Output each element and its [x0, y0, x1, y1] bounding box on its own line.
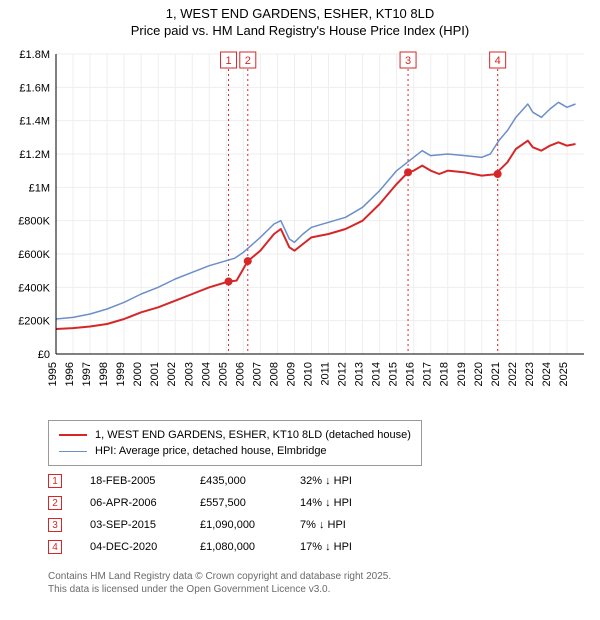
- event-date: 04-DEC-2020: [90, 541, 200, 553]
- svg-text:2016: 2016: [405, 362, 417, 386]
- svg-text:2001: 2001: [149, 362, 161, 386]
- event-row: 3 03-SEP-2015£1,090,0007% ↓ HPI: [48, 514, 400, 536]
- svg-text:2009: 2009: [285, 362, 297, 386]
- legend-label: 1, WEST END GARDENS, ESHER, KT10 8LD (de…: [95, 429, 411, 441]
- event-row: 2 06-APR-2006£557,50014% ↓ HPI: [48, 492, 400, 514]
- events-table: 1 18-FEB-2005£435,00032% ↓ HPI 2 06-APR-200…: [48, 470, 400, 558]
- event-marker: 3: [48, 518, 62, 532]
- legend: 1, WEST END GARDENS, ESHER, KT10 8LD (de…: [48, 420, 422, 466]
- svg-text:2002: 2002: [166, 362, 178, 386]
- svg-text:2024: 2024: [541, 362, 553, 386]
- svg-text:2025: 2025: [558, 362, 570, 386]
- svg-text:2008: 2008: [268, 362, 280, 386]
- svg-text:2023: 2023: [524, 362, 536, 386]
- legend-row: HPI: Average price, detached house, Elmb…: [59, 443, 411, 459]
- title-line2: Price paid vs. HM Land Registry's House …: [0, 23, 600, 38]
- svg-text:£800K: £800K: [18, 216, 50, 228]
- event-price: £1,080,000: [200, 541, 300, 553]
- event-marker: 1: [48, 474, 62, 488]
- chart-container: 1, WEST END GARDENS, ESHER, KT10 8LD Pri…: [0, 0, 600, 620]
- svg-text:2015: 2015: [388, 362, 400, 386]
- footer-line1: Contains HM Land Registry data © Crown c…: [48, 570, 391, 583]
- svg-text:2022: 2022: [507, 362, 519, 386]
- svg-text:2: 2: [245, 55, 251, 67]
- footer-text: Contains HM Land Registry data © Crown c…: [48, 570, 391, 596]
- svg-text:3: 3: [405, 55, 411, 67]
- svg-text:2011: 2011: [320, 362, 332, 386]
- event-hpi: 32% ↓ HPI: [300, 475, 400, 487]
- title-line1: 1, WEST END GARDENS, ESHER, KT10 8LD: [0, 6, 600, 21]
- legend-swatch: [59, 434, 87, 436]
- svg-text:2019: 2019: [456, 362, 468, 386]
- svg-text:2003: 2003: [183, 362, 195, 386]
- event-marker: 2: [48, 496, 62, 510]
- event-row: 1 18-FEB-2005£435,00032% ↓ HPI: [48, 470, 400, 492]
- event-price: £435,000: [200, 475, 300, 487]
- footer-line2: This data is licensed under the Open Gov…: [48, 583, 391, 596]
- event-price: £557,500: [200, 497, 300, 509]
- svg-text:£1.8M: £1.8M: [19, 49, 50, 61]
- svg-text:2017: 2017: [422, 362, 434, 386]
- svg-text:1998: 1998: [98, 362, 110, 386]
- svg-text:£1.4M: £1.4M: [19, 116, 50, 128]
- svg-text:2012: 2012: [337, 362, 349, 386]
- event-date: 03-SEP-2015: [90, 519, 200, 531]
- svg-text:£1.2M: £1.2M: [19, 149, 50, 161]
- event-price: £1,090,000: [200, 519, 300, 531]
- svg-text:£600K: £600K: [18, 249, 50, 261]
- title-block: 1, WEST END GARDENS, ESHER, KT10 8LD Pri…: [0, 0, 600, 38]
- svg-text:£400K: £400K: [18, 282, 50, 294]
- svg-text:2010: 2010: [302, 362, 314, 386]
- svg-text:2005: 2005: [217, 362, 229, 386]
- event-row: 4 04-DEC-2020£1,080,00017% ↓ HPI: [48, 536, 400, 558]
- svg-text:1: 1: [225, 55, 231, 67]
- svg-text:£200K: £200K: [18, 316, 50, 328]
- line-chart: £0 £200K £400K £600K £800K £1M £1.2M £1.4M £1.6M…: [8, 44, 592, 414]
- event-hpi: 17% ↓ HPI: [300, 541, 400, 553]
- svg-text:1995: 1995: [47, 362, 59, 386]
- event-date: 06-APR-2006: [90, 497, 200, 509]
- svg-text:2018: 2018: [439, 362, 451, 386]
- svg-text:2014: 2014: [371, 362, 383, 386]
- svg-text:4: 4: [495, 55, 501, 67]
- svg-text:1997: 1997: [81, 362, 93, 386]
- event-marker: 4: [48, 540, 62, 554]
- svg-text:£1.6M: £1.6M: [19, 82, 50, 94]
- legend-row: 1, WEST END GARDENS, ESHER, KT10 8LD (de…: [59, 427, 411, 443]
- svg-text:2000: 2000: [132, 362, 144, 386]
- svg-text:2021: 2021: [490, 362, 502, 386]
- svg-text:1999: 1999: [115, 362, 127, 386]
- svg-text:1996: 1996: [64, 362, 76, 386]
- event-hpi: 7% ↓ HPI: [300, 519, 400, 531]
- svg-text:2013: 2013: [354, 362, 366, 386]
- svg-text:2020: 2020: [473, 362, 485, 386]
- legend-label: HPI: Average price, detached house, Elmb…: [95, 445, 327, 457]
- svg-text:2006: 2006: [234, 362, 246, 386]
- svg-text:£0: £0: [38, 349, 50, 361]
- legend-swatch: [59, 451, 87, 452]
- svg-text:2007: 2007: [251, 362, 263, 386]
- event-hpi: 14% ↓ HPI: [300, 497, 400, 509]
- event-date: 18-FEB-2005: [90, 475, 200, 487]
- svg-text:£1M: £1M: [29, 182, 50, 194]
- chart-area: £0 £200K £400K £600K £800K £1M £1.2M £1.4M £1.6M…: [8, 44, 592, 414]
- svg-text:2004: 2004: [200, 362, 212, 386]
